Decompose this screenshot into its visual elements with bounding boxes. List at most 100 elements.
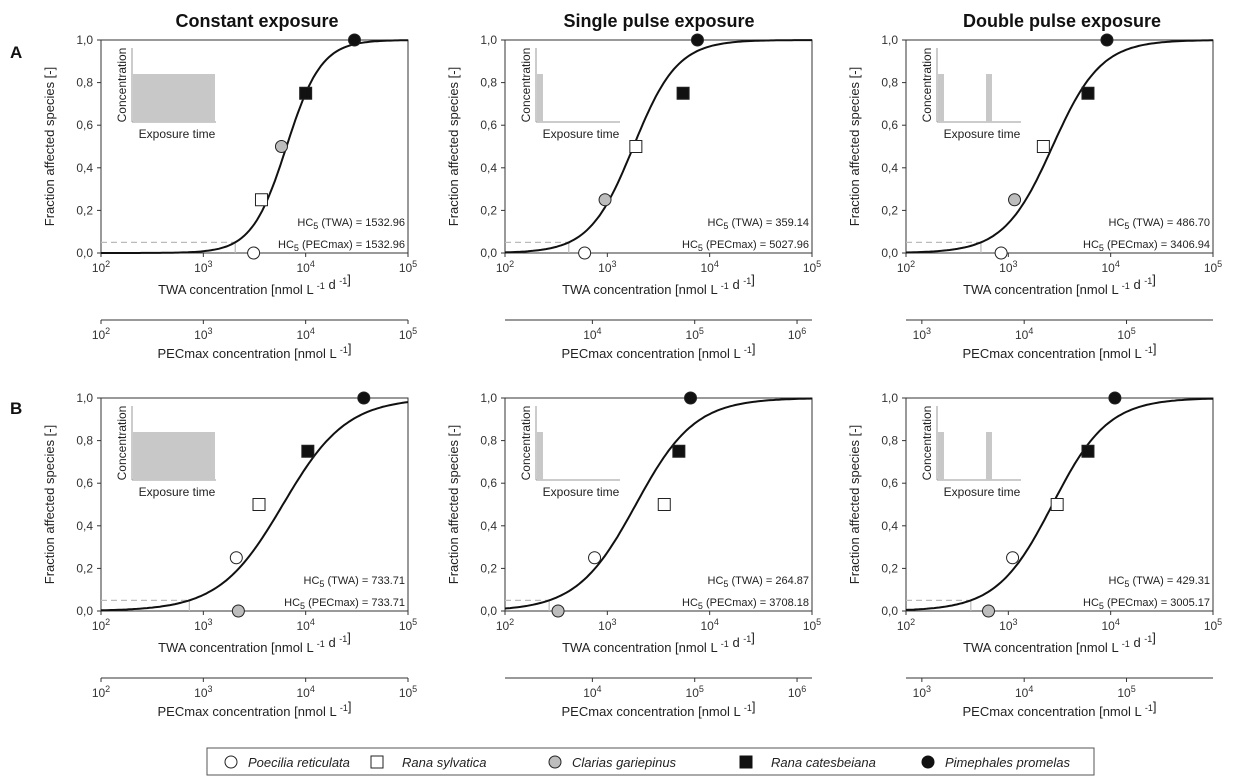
secondary-x-tick-label: 105 [1117,684,1135,700]
exposure-inset: Concentration Exposure time [920,406,1021,499]
y-tick-label: 0,4 [76,519,93,533]
panel-b-constant-exposure: 0,0 0,2 0,4 0,6 0,8 1,0 Fraction affected spec… [42,391,417,719]
hc5-twa-label: HC5 (TWA) = 359.14 [708,217,810,231]
x-axis-label: TWA concentration [nmol L -1 d -1] [562,272,755,297]
panel-a-single-pulse-exposure: 0,0 0,2 0,4 0,6 0,8 1,0 Fraction affected spec… [446,33,821,361]
inset-y-label: Concentration [115,48,129,123]
x-tick-label: 102 [897,259,915,275]
panel-grid: 0,0 0,2 0,4 0,6 0,8 1,0 Fraction affected spec… [42,33,1222,719]
legend: Poecilia reticulata Rana sylvatica Clari… [206,747,1095,776]
data-point-rana-sylvatica [252,498,266,511]
panel-b-double-pulse-exposure: 0,0 0,2 0,4 0,6 0,8 1,0 Fraction affected spec… [847,391,1222,719]
inset-exposure-pulse [537,432,543,480]
hc5-twa-label: HC5 (TWA) = 429.31 [1109,575,1211,589]
exposure-inset: Concentration Exposure time [519,406,620,499]
x-axis-label: TWA concentration [nmol L -1 d -1] [963,272,1156,297]
secondary-x-tick-label: 106 [788,684,806,700]
x-tick-label: 105 [399,617,417,633]
legend-marker-poecilia-reticulata [224,755,238,769]
secondary-x-tick-label: 105 [686,326,704,342]
data-point-clarias-gariepinus [551,604,565,618]
y-tick-label: 0,0 [480,604,497,618]
inset-exposure-pulse [986,74,992,122]
x-tick-label: 103 [194,617,212,633]
x-axis-label: TWA concentration [nmol L -1 d -1] [562,630,755,655]
secondary-x-tick-label: 106 [788,326,806,342]
y-tick-label: 0,8 [881,76,898,90]
data-point-poecilia-reticulata [247,246,261,260]
secondary-x-axis-label: PECmax concentration [nmol L -1] [562,699,756,719]
y-tick-label: 0,6 [881,118,898,132]
secondary-x-tick-label: 104 [1015,684,1033,700]
y-axis-label: Fraction affected species [-] [847,425,862,584]
data-point-poecilia-reticulata [588,551,602,565]
exposure-inset: Concentration Exposure time [115,406,216,499]
x-tick-label: 104 [1101,259,1119,275]
y-tick-label: 0,4 [480,519,497,533]
secondary-x-tick-label: 104 [583,684,601,700]
x-tick-label: 103 [598,617,616,633]
data-point-poecilia-reticulata [229,551,243,565]
y-tick-label: 0,2 [480,203,497,217]
y-tick-label: 0,0 [76,246,93,260]
y-tick-label: 0,6 [480,118,497,132]
column-title-double-pulse: Double pulse exposure [963,11,1161,31]
data-point-rana-sylvatica [629,140,643,153]
legend-marker-rana-sylvatica [370,755,384,769]
hc5-pecmax-label: HC5 (PECmax) = 1532.96 [278,239,405,253]
y-tick-label: 1,0 [480,391,497,405]
inset-exposure-block [133,432,215,480]
panel-b-single-pulse-exposure: 0,0 0,2 0,4 0,6 0,8 1,0 Fraction affected spec… [446,391,821,719]
x-tick-label: 102 [92,259,110,275]
data-point-rana-catesbeiana [1081,86,1095,100]
data-point-rana-sylvatica [254,193,268,207]
data-point-poecilia-reticulata [578,246,592,260]
column-title-constant: Constant exposure [175,11,338,31]
column-title-single-pulse: Single pulse exposure [563,11,754,31]
hc5-pecmax-label: HC5 (PECmax) = 3708.18 [682,597,809,611]
x-tick-label: 103 [999,617,1017,633]
legend-marker-pimephales-promelas [921,755,935,769]
inset-x-label: Exposure time [139,127,216,141]
y-tick-label: 1,0 [881,33,898,47]
y-tick-label: 0,2 [76,203,93,217]
exposure-inset: Concentration Exposure time [519,48,620,141]
x-tick-label: 105 [399,259,417,275]
data-point-rana-catesbeiana [1081,444,1095,458]
row-label-b: B [10,399,22,418]
inset-y-label: Concentration [920,406,934,481]
y-tick-label: 0,8 [480,76,497,90]
y-axis-label: Fraction affected species [-] [446,425,461,584]
secondary-x-tick-label: 104 [583,326,601,342]
hc5-twa-label: HC5 (TWA) = 1532.96 [297,217,405,231]
inset-y-label: Concentration [920,48,934,123]
legend-label-pimephales-promelas: Pimephales promelas [945,755,1071,770]
inset-exposure-pulse [537,74,543,122]
secondary-x-tick-label: 104 [1015,326,1033,342]
inset-y-label: Concentration [519,406,533,481]
y-tick-label: 0,2 [881,203,898,217]
hc5-pecmax-label: HC5 (PECmax) = 3005.17 [1083,597,1210,611]
data-point-rana-sylvatica [1036,140,1050,153]
data-point-clarias-gariepinus [981,604,995,618]
secondary-x-tick-label: 105 [1117,326,1135,342]
panel-a-constant-exposure: 0,0 0,2 0,4 0,6 0,8 1,0 Fraction affected spec… [42,33,417,361]
y-tick-label: 0,8 [881,434,898,448]
ssd-curve [100,401,409,612]
secondary-x-axis-label: PECmax concentration [nmol L -1] [963,341,1157,361]
x-tick-label: 103 [999,259,1017,275]
ssd-curve [905,39,1213,254]
secondary-x-tick-label: 103 [913,684,931,700]
panel-a-double-pulse-exposure: 0,0 0,2 0,4 0,6 0,8 1,0 Fraction affected spec… [847,33,1222,361]
secondary-x-axis-label: PECmax concentration [nmol L -1] [562,341,756,361]
x-tick-label: 104 [296,617,314,633]
x-axis-label: TWA concentration [nmol L -1 d -1] [158,630,351,655]
plot-frame [905,39,1214,254]
x-tick-label: 105 [1204,259,1222,275]
x-tick-label: 105 [803,259,821,275]
y-tick-label: 1,0 [881,391,898,405]
y-tick-label: 0,8 [76,76,93,90]
plot-frame [905,397,1214,612]
data-point-rana-catesbeiana [299,86,313,100]
data-point-pimephales-promelas [347,33,361,47]
